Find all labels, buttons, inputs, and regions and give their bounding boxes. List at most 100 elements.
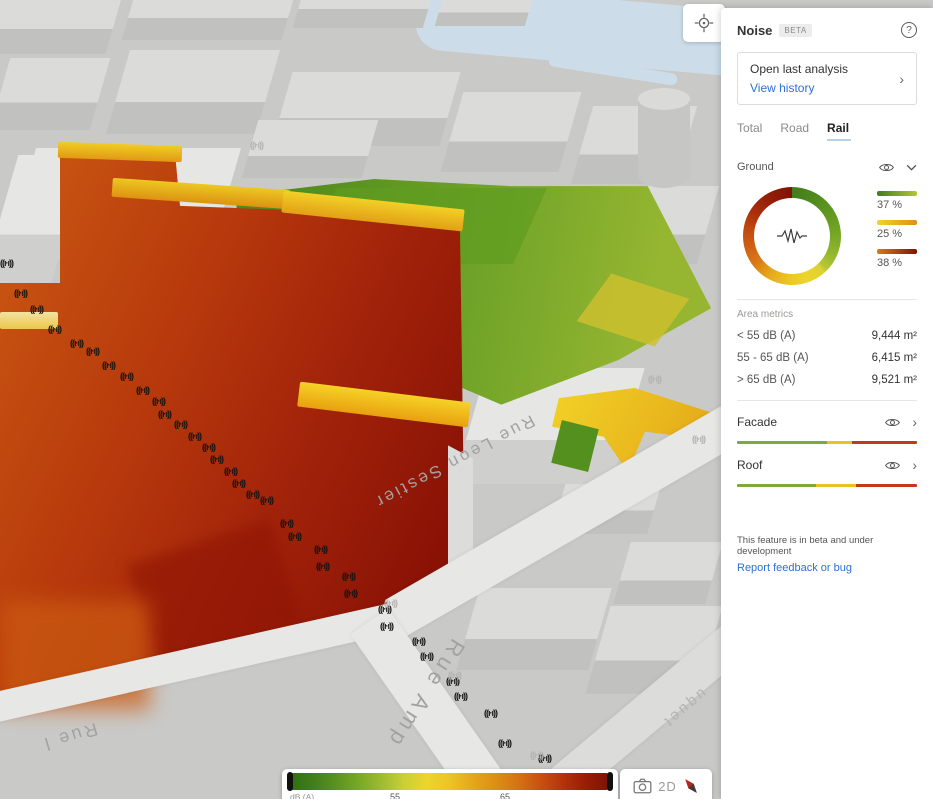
noise-source-icon: ((ı·ı)) (260, 495, 273, 505)
noise-source-icon: ((ı·ı)) (136, 385, 149, 395)
area-metric-row: 55 - 65 dB (A) 6,415 m² (737, 352, 917, 364)
noise-source-icon: ((ı·ı)) (498, 738, 511, 748)
area-metric-value: 6,415 m² (872, 352, 917, 364)
tab-rail[interactable]: Rail (827, 121, 849, 141)
noise-source-icon: ((ı·ı)) (152, 396, 165, 406)
ground-donut-chart: 37 % 25 % 38 % (737, 187, 917, 285)
noise-source-icon: ((ı·ı)) (102, 360, 115, 370)
noise-source-icon: ((ı·ı)) (14, 288, 27, 298)
green-percent: 37 % (877, 199, 917, 211)
legend-end-cap (287, 772, 293, 791)
eye-icon[interactable] (885, 417, 900, 428)
eye-icon[interactable] (885, 460, 900, 471)
noise-legend-card: dB (A) 55 65 (282, 769, 618, 799)
noise-source-icon: ((ı·ı)) (316, 561, 329, 571)
donut-legend: 37 % 25 % 38 % (877, 187, 917, 269)
area-metrics-label: Area metrics (737, 309, 917, 320)
area-metric-range: < 55 dB (A) (737, 330, 796, 342)
area-metric-value: 9,444 m² (872, 330, 917, 342)
legend-unit-label: dB (A) (290, 792, 314, 799)
ground-label: Ground (737, 161, 774, 173)
eye-icon[interactable] (879, 162, 894, 173)
noise-source-icon: ((ı·ı)) (412, 636, 425, 646)
legend-entry-yellow: 25 % (877, 220, 917, 240)
facade-label: Facade (737, 415, 777, 429)
view-controls-card: 2D (620, 769, 712, 799)
divider (737, 400, 917, 401)
crosshair-icon (693, 12, 715, 34)
legend-tick-65: 65 (500, 792, 510, 799)
yellow-gradient-swatch (877, 220, 917, 225)
app-window: Rue Leon Sestier Rue Amp Rue l uquet ((ı… (0, 0, 933, 799)
building-block (0, 0, 124, 54)
noise-source-icon: ((ı·ı)) (314, 544, 327, 554)
building-block (456, 588, 612, 670)
chevron-right-icon[interactable]: › (912, 457, 917, 473)
tab-active-underline (827, 139, 851, 141)
view-history-link[interactable]: View history (750, 81, 848, 95)
chevron-right-icon: › (899, 71, 904, 87)
waveform-icon (777, 228, 807, 244)
area-metric-range: > 65 dB (A) (737, 374, 796, 386)
donut-hole (754, 198, 830, 274)
area-metric-row: < 55 dB (A) 9,444 m² (737, 330, 917, 342)
noise-source-icon: ((ı·ı)) (224, 466, 237, 476)
feedback-link[interactable]: Report feedback or bug (737, 562, 917, 574)
tab-rail-label: Rail (827, 121, 849, 135)
tab-total[interactable]: Total (737, 121, 762, 141)
locate-button[interactable] (683, 4, 725, 42)
building-block (435, 0, 535, 26)
noise-panel: Noise BETA ? Open last analysis View his… (721, 8, 933, 799)
help-circle-icon[interactable]: ? (901, 22, 917, 38)
street-label: Rue l (39, 718, 100, 755)
area-metric-row: > 65 dB (A) 9,521 m² (737, 374, 917, 386)
divider (737, 299, 917, 300)
panel-title: Noise (737, 23, 772, 38)
noise-source-icon: ((ı·ı)) (246, 489, 259, 499)
noise-source-icon: ((ı·ı)) (174, 419, 187, 429)
facade-bar-yellow (827, 441, 852, 444)
beta-note: This feature is in beta and under develo… (737, 535, 917, 557)
roof-bar-red (856, 484, 917, 487)
roof-bar-yellow (816, 484, 856, 487)
noise-source-icon: ((ı·ı)) (484, 708, 497, 718)
noise-source-icon: ((ı·ı)) (280, 518, 293, 528)
area-metric-range: 55 - 65 dB (A) (737, 352, 809, 364)
noise-source-icon: ((ı·ı)) (120, 371, 133, 381)
panel-header: Noise BETA ? (737, 22, 917, 38)
building-block (293, 0, 437, 28)
noise-source-icon: ((ı·ı)) (454, 691, 467, 701)
open-last-analysis-card[interactable]: Open last analysis View history › (737, 52, 917, 105)
camera-icon[interactable] (633, 778, 652, 794)
chevron-right-icon[interactable]: › (912, 414, 917, 430)
noise-source-icon: ((ı·ı)) (250, 140, 263, 150)
legend-tick-55: 55 (390, 792, 400, 799)
building-block (106, 50, 280, 134)
red-percent: 38 % (877, 257, 917, 269)
building-block (122, 0, 299, 40)
analysis-card-title: Open last analysis (750, 62, 848, 76)
noise-source-icon: ((ı·ı)) (648, 374, 661, 384)
yellow-percent: 25 % (877, 228, 917, 240)
chevron-down-icon[interactable] (906, 164, 917, 171)
noise-source-icon: ((ı·ı)) (344, 588, 357, 598)
facade-distribution-bar (737, 441, 917, 444)
mode-2d-button[interactable]: 2D (658, 779, 677, 794)
noise-source-icon: ((ı·ı)) (158, 409, 171, 419)
compass-icon[interactable] (683, 777, 699, 795)
donut-ring (743, 187, 841, 285)
facade-bar-red (852, 441, 917, 444)
tab-road[interactable]: Road (780, 121, 809, 141)
red-gradient-swatch (877, 249, 917, 254)
noise-source-icon: ((ı·ı)) (420, 651, 433, 661)
noise-source-icon: ((ı·ı)) (202, 442, 215, 452)
noise-legend-gradient (290, 773, 608, 790)
noise-source-icon: ((ı·ı)) (448, 670, 461, 680)
noise-source-icon: ((ı·ı)) (70, 338, 83, 348)
facade-section-header: Facade › (737, 414, 917, 430)
noise-source-icon: ((ı·ı)) (188, 431, 201, 441)
green-gradient-swatch (877, 191, 917, 196)
building-block (441, 92, 582, 172)
noise-source-icon: ((ı·ı)) (232, 478, 245, 488)
noise-source-tabs: Total Road Rail (737, 121, 917, 141)
